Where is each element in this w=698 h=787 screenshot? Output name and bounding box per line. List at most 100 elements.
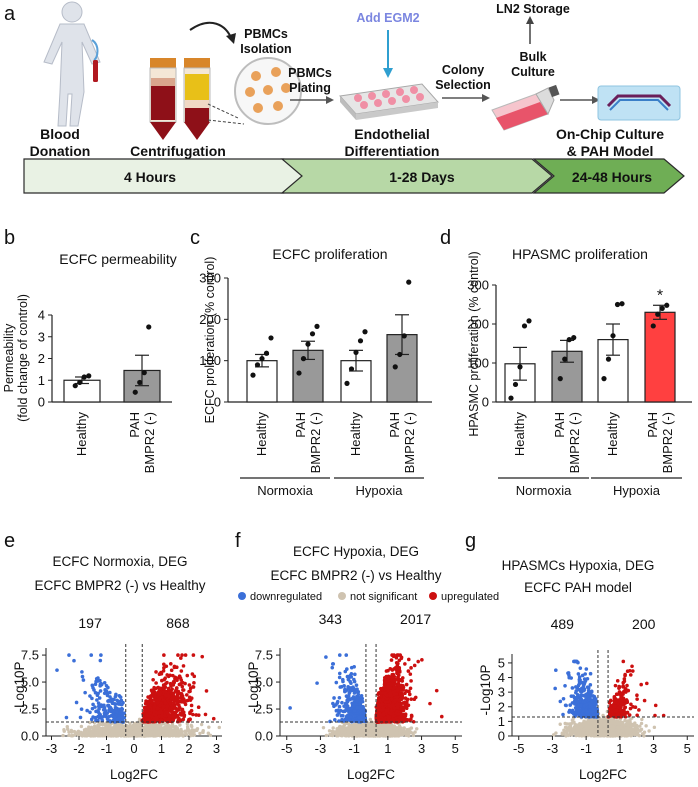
- chart-title-line: ECFC BMPR2 (-) vs Healthy: [34, 578, 205, 593]
- up-point: [192, 681, 196, 685]
- down-point: [90, 696, 94, 701]
- down-point: [342, 684, 346, 688]
- up-point: [157, 696, 162, 701]
- down-point: [335, 699, 340, 704]
- down-point: [352, 709, 357, 713]
- ns-point: [126, 734, 130, 738]
- ns-point: [157, 725, 162, 729]
- down-point: [352, 677, 356, 682]
- down-point: [107, 698, 111, 703]
- ns-point: [406, 734, 411, 738]
- ns-point: [155, 730, 160, 734]
- ns-point: [405, 729, 409, 733]
- ns-point: [115, 724, 119, 728]
- ns-point: [352, 730, 356, 735]
- down-point: [108, 695, 112, 699]
- data-point: [305, 341, 311, 347]
- ns-point: [353, 725, 358, 729]
- up-point: [171, 713, 176, 717]
- y-tick-label: 0: [482, 395, 489, 410]
- down-point: [344, 707, 349, 711]
- ns-point: [184, 733, 189, 737]
- down-point: [110, 700, 115, 705]
- category-label-line: Healthy: [512, 412, 527, 457]
- ns-point: [131, 723, 135, 727]
- y-tick-label: 200: [199, 312, 221, 327]
- category-label-line: BMPR2 (-): [402, 412, 417, 473]
- down-point: [352, 664, 356, 669]
- down-point: [331, 662, 336, 666]
- ns-point: [341, 732, 346, 737]
- up-point: [174, 695, 179, 700]
- category-label: PAHBMPR2 (-): [293, 412, 323, 473]
- ns-point: [176, 734, 181, 738]
- down-point: [337, 671, 342, 676]
- endothelial-differentiation-label-2: Differentiation: [345, 143, 440, 159]
- ns-point: [61, 733, 65, 738]
- data-point: [557, 376, 563, 382]
- category-label-line: Healthy: [348, 412, 363, 457]
- ns-point: [208, 733, 213, 738]
- data-point: [132, 389, 138, 395]
- ns-point: [70, 734, 74, 738]
- down-point: [95, 709, 99, 713]
- up-point: [173, 689, 178, 694]
- category-label-line: PAH: [293, 412, 308, 438]
- down-point: [96, 704, 101, 709]
- up-point: [151, 677, 155, 682]
- ns-point: [164, 733, 168, 738]
- up-point: [183, 702, 188, 707]
- up-point: [169, 661, 173, 666]
- up-point: [153, 694, 157, 699]
- data-point: [655, 311, 661, 317]
- up-point: [155, 706, 160, 711]
- ns-point: [131, 731, 136, 735]
- ns-point: [332, 730, 336, 734]
- up-point: [175, 702, 180, 706]
- up-point: [187, 683, 192, 687]
- data-point: [664, 302, 670, 308]
- y-tick-label: 4: [38, 308, 45, 323]
- arrow-head-icon: [383, 68, 393, 78]
- up-point: [188, 686, 193, 691]
- ns-point: [175, 726, 180, 730]
- down-point: [334, 703, 338, 707]
- ns-point: [378, 734, 382, 738]
- data-point: [526, 318, 532, 324]
- down-point: [351, 685, 355, 689]
- ns-point: [98, 722, 102, 727]
- down-point: [343, 701, 348, 706]
- ns-point: [173, 732, 178, 737]
- up-point: [169, 668, 174, 673]
- down-point: [96, 701, 101, 706]
- ns-point: [93, 727, 98, 731]
- ns-point: [107, 723, 111, 728]
- ns-point: [79, 724, 84, 729]
- x-tick-label: 2: [185, 741, 192, 756]
- down-point: [330, 665, 335, 670]
- down-point: [338, 685, 343, 689]
- down-point: [334, 680, 339, 685]
- up-point: [178, 711, 183, 716]
- up-point: [157, 711, 161, 715]
- ns-point: [137, 731, 142, 735]
- ns-point: [329, 733, 333, 737]
- curved-arrow-icon: [189, 21, 233, 41]
- x-axis-label: Log2FC: [110, 767, 158, 782]
- up-point: [170, 696, 174, 701]
- category-label-line: Healthy: [605, 412, 620, 457]
- category-label-line: PAH: [127, 412, 142, 438]
- down-point: [91, 702, 95, 707]
- ns-point: [72, 729, 77, 734]
- data-point: [605, 356, 612, 362]
- y-tick-label: 200: [467, 317, 489, 332]
- down-point: [339, 713, 344, 718]
- data-point: [601, 376, 607, 382]
- category-label-line: Healthy: [254, 412, 269, 457]
- timeline-step-2: [280, 158, 553, 194]
- data-point: [268, 335, 274, 341]
- down-point: [120, 712, 125, 717]
- category-label-line: BMPR2 (-): [660, 412, 675, 473]
- up-point: [162, 704, 166, 709]
- pbmcs-plating-label: PBMCs: [288, 66, 332, 80]
